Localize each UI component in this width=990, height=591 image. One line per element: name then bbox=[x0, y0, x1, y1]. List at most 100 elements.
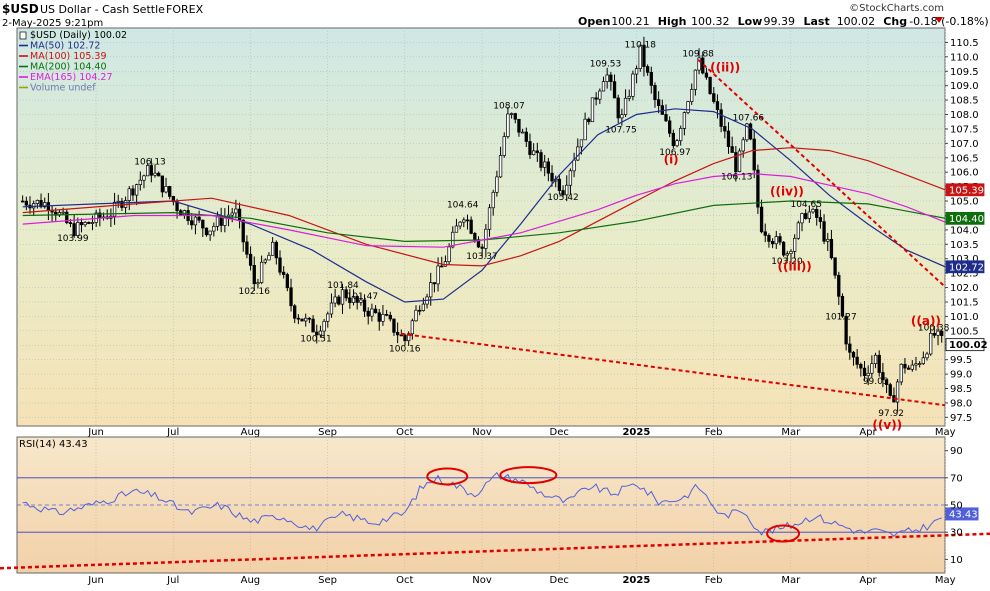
candle-down bbox=[513, 113, 517, 120]
candle-up bbox=[94, 212, 98, 223]
candle-down bbox=[656, 99, 661, 107]
price-x-tick-label: Mar bbox=[781, 427, 801, 438]
candle-up bbox=[153, 172, 157, 176]
candle-down bbox=[418, 309, 422, 312]
candle-up bbox=[329, 302, 334, 315]
candle-up bbox=[914, 363, 918, 366]
rsi-series-line bbox=[22, 471, 942, 537]
wave-label: ((v)) bbox=[872, 418, 902, 432]
candle-up bbox=[451, 231, 455, 248]
candle-up bbox=[697, 57, 701, 71]
candle-down bbox=[160, 175, 165, 193]
candle-up bbox=[410, 320, 414, 335]
candle-up bbox=[193, 216, 198, 226]
exchange-label: FOREX bbox=[166, 3, 204, 16]
candle-up bbox=[785, 253, 789, 256]
price-y-tick-label: 104.0 bbox=[950, 225, 979, 236]
price-y-tick-label: 110.5 bbox=[950, 38, 979, 49]
rsi-x-tick-label: 2025 bbox=[622, 575, 650, 586]
candle-down bbox=[708, 76, 712, 94]
ohlc-value-open: 100.21 bbox=[611, 15, 650, 28]
instrument-name: US Dollar - Cash Settle bbox=[40, 3, 165, 16]
price-y-tick-label: 102.5 bbox=[950, 269, 979, 280]
candle-up bbox=[682, 112, 687, 129]
candle-down bbox=[763, 231, 767, 236]
candle-down bbox=[219, 216, 223, 226]
price-y-tick-label: 100.5 bbox=[950, 326, 979, 337]
candle-down bbox=[157, 172, 161, 177]
ohlc-label-open: Open bbox=[578, 15, 611, 28]
candle-down bbox=[557, 178, 562, 191]
price-y-tick-label: 110.0 bbox=[950, 52, 979, 63]
price-x-tick-label: Jun bbox=[87, 427, 104, 438]
candle-up bbox=[686, 101, 690, 113]
rsi-x-tick-label: Oct bbox=[396, 575, 413, 586]
rsi-x-tick-label: Apr bbox=[859, 575, 877, 586]
candle-up bbox=[925, 353, 929, 359]
price-annotation: 101.47 bbox=[347, 292, 379, 302]
candle-down bbox=[664, 114, 668, 122]
candle-down bbox=[344, 289, 348, 299]
candle-up bbox=[454, 225, 459, 233]
price-y-tick-label: 102.0 bbox=[950, 283, 979, 294]
candle-down bbox=[815, 208, 819, 218]
candle-down bbox=[24, 200, 28, 206]
candle-up bbox=[899, 363, 903, 383]
candle-down bbox=[68, 222, 73, 224]
candle-up bbox=[509, 113, 514, 115]
candle-up bbox=[182, 210, 187, 216]
price-y-tick-label: 109.0 bbox=[950, 81, 979, 92]
price-y-tick-label: 109.5 bbox=[950, 67, 979, 78]
candle-down bbox=[587, 118, 591, 123]
candle-down bbox=[384, 313, 389, 316]
candle-up bbox=[32, 203, 36, 209]
legend-item-ma200: MA(200) 104.40 bbox=[30, 62, 107, 73]
candle-up bbox=[256, 282, 260, 285]
last-value-label-ma200: 104.40 bbox=[949, 214, 984, 225]
rsi-y-axis: 10 30 50 70 90 bbox=[945, 446, 963, 566]
candle-down bbox=[730, 146, 734, 153]
price-x-tick-label: Oct bbox=[396, 427, 413, 438]
legend-item-ema165: EMA(165) 104.27 bbox=[30, 72, 113, 83]
candle-up bbox=[576, 146, 580, 161]
candle-down bbox=[241, 219, 245, 243]
candle-up bbox=[627, 96, 631, 99]
price-y-tick-label: 103.0 bbox=[950, 254, 979, 265]
candle-down bbox=[171, 196, 176, 203]
candle-down bbox=[649, 71, 653, 86]
price-annotation: 101.27 bbox=[825, 313, 857, 323]
candle-up bbox=[590, 97, 595, 123]
legend-swatch-price bbox=[19, 31, 27, 40]
candle-down bbox=[726, 130, 731, 147]
last-value-box-ma50 bbox=[945, 260, 985, 274]
price-annotation: 107.75 bbox=[605, 126, 637, 136]
candle-down bbox=[201, 219, 205, 229]
price-y-tick-label: 106.0 bbox=[950, 168, 979, 179]
candle-down bbox=[79, 222, 84, 226]
candle-up bbox=[138, 179, 142, 185]
candle-down bbox=[377, 312, 381, 322]
candle-down bbox=[465, 219, 470, 222]
candle-up bbox=[506, 113, 510, 137]
rsi-x-tick-label: Jun bbox=[87, 575, 104, 586]
candle-down bbox=[72, 223, 76, 236]
candle-up bbox=[447, 246, 451, 263]
candle-up bbox=[270, 241, 275, 256]
rsi-highlight-oval bbox=[426, 467, 469, 486]
candle-up bbox=[230, 212, 234, 216]
candle-down bbox=[804, 213, 808, 219]
candle-up bbox=[142, 175, 146, 181]
candle-down bbox=[851, 351, 856, 358]
candle-down bbox=[21, 200, 25, 203]
candle-down bbox=[903, 363, 907, 369]
price-trendline bbox=[400, 332, 945, 407]
candle-up bbox=[936, 330, 940, 336]
price-trendlines bbox=[400, 58, 945, 407]
candle-down bbox=[616, 97, 620, 119]
candle-up bbox=[495, 176, 499, 193]
price-y-tick-label: 108.0 bbox=[950, 110, 979, 121]
rsi-highlight-oval bbox=[499, 466, 558, 485]
candle-up bbox=[579, 139, 584, 148]
series-line-ma50 bbox=[22, 108, 945, 303]
candle-up bbox=[90, 222, 95, 224]
